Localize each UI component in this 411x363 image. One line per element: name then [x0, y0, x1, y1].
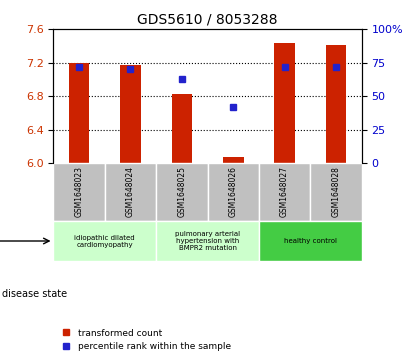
Bar	[223, 157, 243, 163]
Bar	[310, 163, 362, 221]
Bar	[105, 163, 156, 221]
Text: GSM1648023: GSM1648023	[75, 166, 83, 217]
Text: GSM1648024: GSM1648024	[126, 166, 135, 217]
Title: GDS5610 / 8053288: GDS5610 / 8053288	[137, 12, 278, 26]
Bar	[275, 43, 295, 163]
Bar	[259, 221, 362, 261]
Bar	[208, 163, 259, 221]
Bar	[53, 163, 105, 221]
Bar	[120, 65, 141, 163]
Text: idiopathic dilated
cardiomyopathy: idiopathic dilated cardiomyopathy	[74, 234, 135, 248]
Text: GSM1648026: GSM1648026	[229, 166, 238, 217]
Bar	[53, 221, 156, 261]
Bar	[69, 64, 90, 163]
Text: disease state: disease state	[2, 289, 67, 299]
Text: GSM1648027: GSM1648027	[280, 166, 289, 217]
Text: pulmonary arterial
hypertension with
BMPR2 mutation: pulmonary arterial hypertension with BMP…	[175, 231, 240, 251]
Bar	[156, 221, 259, 261]
Bar	[259, 163, 310, 221]
Bar	[156, 163, 208, 221]
Text: healthy control: healthy control	[284, 238, 337, 244]
Bar	[326, 45, 346, 163]
Text: GSM1648025: GSM1648025	[178, 166, 186, 217]
Text: GSM1648028: GSM1648028	[332, 167, 340, 217]
Bar	[172, 94, 192, 163]
Legend: transformed count, percentile rank within the sample: transformed count, percentile rank withi…	[58, 325, 235, 355]
